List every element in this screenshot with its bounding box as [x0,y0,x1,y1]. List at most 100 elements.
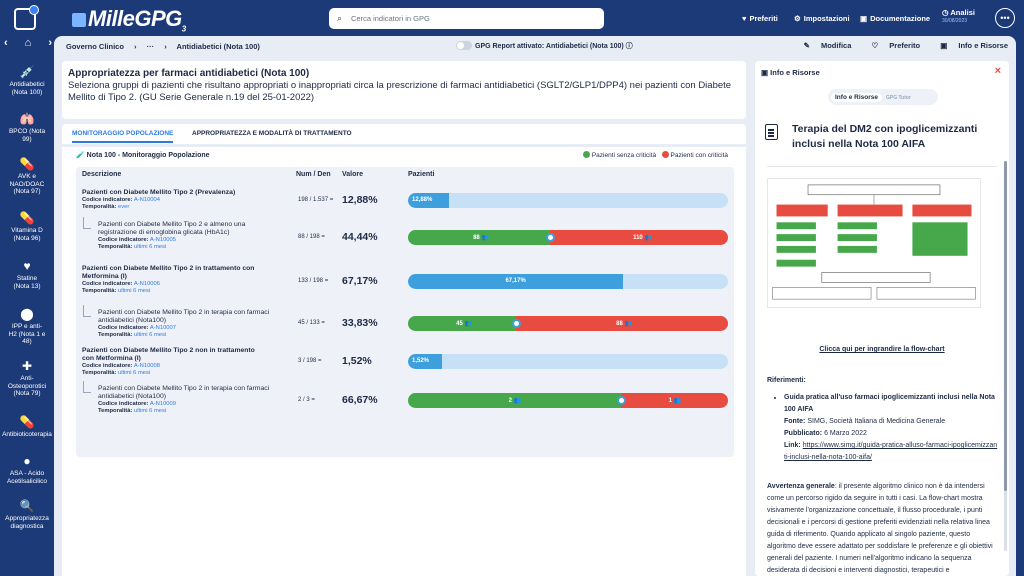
reference-item: Guida pratica all'uso farmaci ipoglicemi… [784,392,999,464]
indicator-code-link[interactable]: A-N10005 [149,236,176,243]
toggle-switch[interactable] [456,41,472,50]
num-den: 133 / 198 = [298,278,328,284]
row-code: Codice indicatore: A-N10007 [98,325,284,332]
tab-appropriatezza[interactable]: APPROPRIATEZZA E MODALITÀ DI TRATTAMENTO [192,130,352,137]
table-row[interactable]: Pazienti con Diabete Mellito Tipo 2 in t… [76,305,734,341]
clock-icon: ◷ [942,8,951,17]
card-title: Nota 100 - Monitoraggio Popolazione [86,152,210,159]
patients-bar[interactable]: 12,88% [408,193,728,208]
flowchart-enlarge-link[interactable]: Clicca qui per ingrandire la flow-chart [819,346,945,353]
temp-label: Temporalità: [82,203,117,210]
code-label: Codice indicatore: [82,362,133,369]
indicator-code-link[interactable]: A-N10008 [133,362,160,369]
equals-icon: = [321,320,325,326]
sidebar-item-antidiabetici[interactable]: 💉 Antidiabetici (Nota 100) [0,66,54,96]
num-den: 198 / 1.537 = [298,197,333,203]
nav-preferiti[interactable]: ♥ Preferiti [742,14,778,23]
bar-critical-segment[interactable] [621,393,728,408]
bar-critical-segment[interactable] [516,316,728,331]
more-menu-button[interactable]: ••• [995,8,1015,28]
app-logo[interactable]: MilleGPG3 [72,6,186,33]
preferito-button[interactable]: ♡ Preferito [871,41,921,50]
row-title: Pazienti con Diabete Mellito Tipo 2 in t… [98,385,270,400]
aspirin-icon: ● [23,454,31,468]
sidebar-item-osteoporotici[interactable]: ✚ Anti- Osteoporotici (Nota 79) [0,360,54,398]
app-menu-icon[interactable] [14,5,39,30]
info-icon[interactable]: ⓘ [625,43,633,50]
indicator-code-link[interactable]: A-N10004 [133,196,160,203]
close-icon[interactable]: × [994,65,1001,77]
gpg-report-toggle[interactable]: GPG Report attivato: Antidiabetici (Nota… [456,41,633,51]
heart-outline-icon: ♡ [871,41,881,50]
reference-link[interactable]: https://www.simg.it/guida-pratica-alluso… [784,442,998,461]
indicator-code-link[interactable]: A-N10007 [149,324,176,331]
bar-critical-segment[interactable] [550,230,728,245]
main-panel: Appropriatezza per farmaci antidiabetici… [62,61,746,576]
indicator-code-link[interactable]: A-N10006 [133,280,160,287]
patients-bar[interactable]: 2 👥 1 👥 [408,393,728,408]
num-den-value: 3 / 198 [298,358,317,364]
row-value: 66,67% [342,394,378,406]
table-row[interactable]: Pazienti con Diabete Mellito Tipo 2 in t… [76,381,734,419]
sidebar-item-ipp[interactable]: ⬤ IPP e anti- H2 (Nota 1 e 48) [0,308,54,346]
info-panel: ▣ Info e Risorse × Info e Risorse GPG Tut… [755,61,1009,576]
row-temporality: Temporalità: ultimi 6 mesi [98,244,284,251]
indicator-code-link[interactable]: A-N10009 [149,400,176,407]
flow-chart-thumbnail[interactable] [767,178,981,308]
breadcrumb: Governo Clinico › ··· › Antidiabetici (N… [66,42,268,51]
capsule-icon: 💊 [19,211,35,225]
info-scrollbar[interactable] [1004,161,1007,551]
patients-bar[interactable]: 88 👥 110 👥 [408,230,728,245]
row-value: 44,44% [342,231,378,243]
back-arrow-icon[interactable]: ‹ [4,37,8,49]
sidebar-item-statine[interactable]: ♥ Statine (Nota 13) [0,260,54,290]
sidebar-item-bpco[interactable]: 🫁 BPCO (Nota 99) [0,113,54,143]
patients-bar[interactable]: 1,52% [408,354,728,369]
table-row[interactable]: Pazienti con Diabete Mellito Tipo 2 (Pre… [76,185,734,215]
search-input[interactable]: ⌕ Cerca indicatori in GPG [329,8,604,29]
breadcrumb-separator: › [164,42,167,51]
breadcrumb-separator: › [134,42,137,51]
breadcrumb-governo-clinico[interactable]: Governo Clinico [66,42,124,51]
nav-documentazione[interactable]: ▣ Documentazione [860,14,931,23]
row-temporality: Temporalità: ever [82,204,262,211]
sidebar-item-avk[interactable]: 💊 AVK e NAO/DOAC (Nota 97) [0,158,54,196]
bar-ok-segment[interactable] [408,393,622,408]
ok-count-value: 88 [473,235,480,241]
breadcrumb-ellipsis[interactable]: ··· [146,42,155,51]
disclaimer-label: Avvertenza generale [767,483,835,490]
row-description: Pazienti con Diabete Mellito Tipo 2 in t… [82,265,262,295]
analisi-indicator[interactable]: ◷ Analisi 30/08/2023 [942,8,975,25]
fonte-value: SIMG, Società Italiana di Medicina Gener… [807,418,946,425]
sidebar-item-antibioticoterapia[interactable]: 💊 Antibioticoterapia [0,416,54,439]
sidebar-item-diagnostica[interactable]: 🔍 Appropriatezza diagnostica [0,500,54,530]
info-risorse-button[interactable]: ▣ Info e Risorse [940,41,1008,50]
col-pazienti: Pazienti [408,171,435,178]
tab-monitoraggio[interactable]: MONITORAGGIO POPOLAZIONE [72,130,174,143]
gear-icon: ⚙ [794,14,801,23]
table-row[interactable]: Pazienti con Diabete Mellito Tipo 2 non … [76,343,734,379]
patients-bar[interactable]: 67,17% [408,274,728,289]
modifica-button[interactable]: ✎ Modifica [803,41,852,50]
home-icon[interactable]: ⌂ [24,37,32,49]
tab-gpg-tutor[interactable]: GPG Tutor [885,95,911,101]
page-description: Seleziona gruppi di pazienti che risulta… [68,80,732,103]
table-row[interactable]: Pazienti con Diabete Mellito Tipo 2 in t… [76,261,734,301]
patients-bar[interactable]: 45 👥 88 👥 [408,316,728,331]
nav-impostazioni[interactable]: ⚙ Impostazioni [794,14,850,23]
row-title: Pazienti con Diabete Mellito Tipo 2 in t… [82,265,255,280]
row-description: Pazienti con Diabete Mellito Tipo 2 in t… [98,309,284,339]
num-den: 88 / 198 = [298,234,325,240]
sidebar-item-vitamina-d[interactable]: 💊 Vitamina D (Nota 96) [0,212,54,242]
table-row[interactable]: Pazienti con Diabete Mellito Tipo 2 e al… [76,217,734,257]
divider [767,166,997,167]
ok-count-value: 2 [508,398,513,404]
book-icon: ▣ [940,41,950,50]
forward-arrow-icon[interactable]: › [48,37,52,49]
sidebar-item-asa[interactable]: ● ASA - Acido Acetilsalicilico [0,455,54,485]
tab-info-risorse[interactable]: Info e Risorse [831,93,882,102]
bar-ok-segment[interactable] [408,316,517,331]
bar-ok-segment[interactable] [408,230,551,245]
references-title: Riferimenti: [767,377,806,384]
row-description: Pazienti con Diabete Mellito Tipo 2 e al… [98,221,284,251]
